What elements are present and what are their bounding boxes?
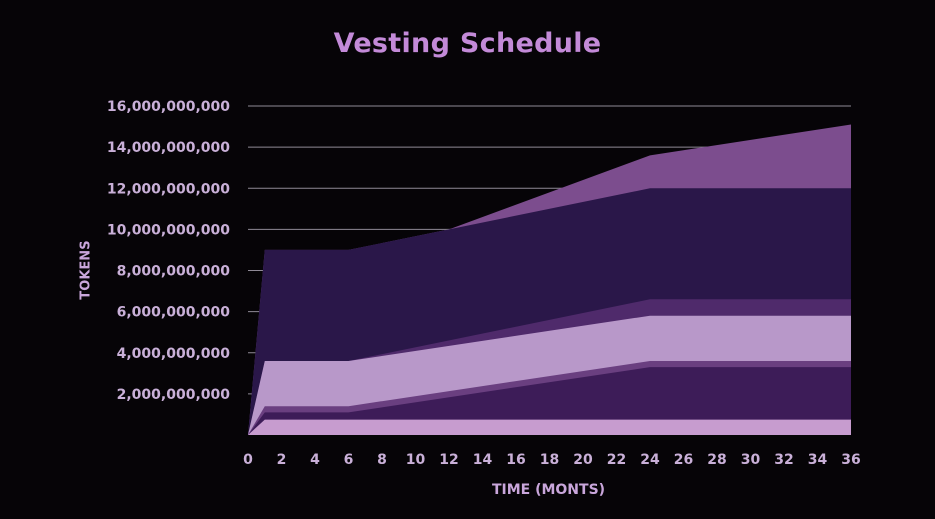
x-tick-label: 24 — [640, 452, 660, 468]
y-tick-label: 12,000,000,000 — [107, 181, 230, 197]
x-tick-label: 6 — [344, 452, 354, 468]
x-tick-label: 28 — [707, 452, 726, 468]
x-tick-label: 34 — [808, 452, 828, 468]
x-axis-ticks: 0 2 4 6 8 10 12 14 16 18 20 22 24 26 28 30 32 34 36 — [243, 452, 861, 468]
x-tick-label: 18 — [540, 452, 559, 468]
x-tick-label: 12 — [439, 452, 458, 468]
chart-title: Vesting Schedule — [333, 28, 602, 59]
y-tick-label: 16,000,000,000 — [107, 99, 230, 115]
x-tick-label: 4 — [310, 452, 320, 468]
x-tick-label: 22 — [607, 452, 626, 468]
y-tick-label: 14,000,000,000 — [107, 140, 230, 156]
y-tick-label: 4,000,000,000 — [117, 346, 231, 362]
y-axis-ticks: 2,000,000,000 4,000,000,000 6,000,000,000 8… — [107, 99, 230, 403]
x-tick-label: 8 — [377, 452, 387, 468]
y-tick-label: 6,000,000,000 — [117, 305, 231, 321]
x-tick-label: 14 — [473, 452, 493, 468]
y-axis-label: TOKENS — [78, 240, 94, 300]
area-layers — [248, 124, 851, 435]
x-tick-label: 26 — [674, 452, 693, 468]
area-layer-1 — [248, 367, 851, 435]
x-axis-label: TIME (MONTS) — [491, 482, 606, 498]
x-tick-label: 36 — [841, 452, 860, 468]
x-tick-label: 16 — [506, 452, 525, 468]
y-tick-label: 8,000,000,000 — [117, 264, 231, 280]
x-tick-label: 20 — [573, 452, 593, 468]
area-layer-0 — [248, 419, 851, 435]
x-tick-label: 30 — [741, 452, 761, 468]
x-tick-label: 32 — [774, 452, 793, 468]
x-tick-label: 2 — [277, 452, 287, 468]
x-tick-label: 0 — [243, 452, 253, 468]
y-tick-label: 10,000,000,000 — [107, 222, 230, 238]
x-tick-label: 10 — [406, 452, 426, 468]
y-tick-label: 2,000,000,000 — [117, 387, 231, 403]
